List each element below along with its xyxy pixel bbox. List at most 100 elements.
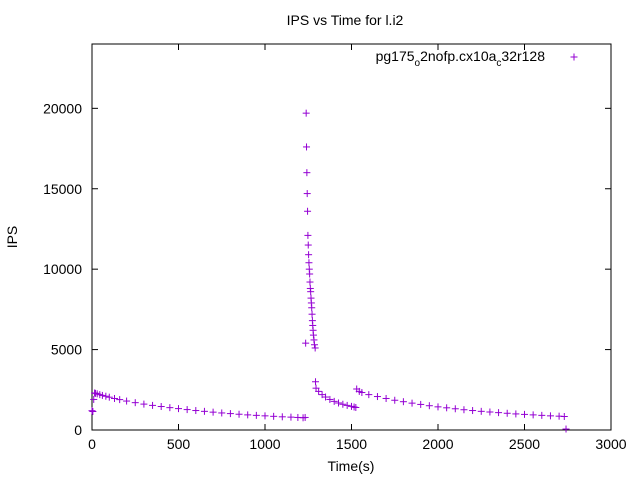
data-point [261,412,269,420]
legend-label-sub2: c [496,58,501,69]
data-point [304,231,312,239]
data-point [358,389,366,397]
data-point [309,331,317,339]
y-tick-label: 0 [74,422,82,438]
data-point [451,405,459,413]
data-point [408,399,416,407]
data-point [200,407,208,415]
data-point [305,259,313,267]
legend-label-tail: 32r128 [501,48,545,64]
data-point [175,405,182,413]
y-tick-label: 10000 [43,261,82,277]
data-point [322,393,330,401]
data-point [278,413,286,421]
data-point [89,408,97,416]
data-point [183,406,191,414]
data-point [310,336,318,344]
data-point [305,251,313,259]
data-point [308,310,316,318]
data-point [538,411,546,419]
data-point [343,401,351,409]
x-axis: 0 500 1000 1500 2000 2500 3000 [88,44,627,452]
data-point [304,241,312,249]
data-point [306,278,314,286]
data-point [512,410,520,418]
data-point [308,304,316,312]
data-point [303,169,311,177]
data-point [110,394,118,402]
data-point [417,400,425,408]
data-point [486,408,494,416]
data-point [123,397,131,405]
legend-label: pg175o2nofp.cx10ac32r128 [376,48,546,69]
data-point [140,400,148,408]
data-point [218,409,226,417]
data-point [373,393,381,401]
data-point [244,411,252,419]
y-axis: 0 5000 10000 15000 20000 [43,100,611,438]
data-point [131,399,139,407]
data-point [460,406,468,414]
data-point [562,425,570,433]
data-point [303,190,311,198]
x-tick-label: 0 [88,436,96,452]
data-point [326,395,334,403]
data-point [98,391,106,399]
data-point [306,270,314,278]
y-axis-title: IPS [4,226,20,249]
data-point [546,412,554,420]
x-tick-label: 500 [167,436,191,452]
data-point [521,410,528,418]
y-tick-label: 15000 [43,181,82,197]
data-point [352,403,360,411]
data-point [315,387,323,395]
data-point [443,404,451,412]
data-point [252,411,260,419]
data-point [302,339,310,347]
data-point [311,344,319,352]
data-point [495,409,503,417]
data-point [365,391,373,399]
legend-label-mid: 2nofp.cx10a [420,48,496,64]
data-point [287,413,295,421]
data-point [102,392,110,400]
legend: pg175o2nofp.cx10ac32r128 [376,48,578,69]
data-point [303,143,311,151]
data-point [88,407,96,415]
data-point [310,341,318,349]
data-point [157,403,165,411]
data-point [339,400,347,408]
data-point [270,412,278,420]
data-point [399,398,407,406]
legend-marker [570,53,578,61]
data-point [192,407,200,415]
data-point [425,402,433,410]
data-point [235,410,243,418]
data-point [382,394,390,402]
data-point [330,397,338,405]
data-point [469,407,477,415]
data-point [529,411,537,419]
data-point [391,396,399,404]
y-tick-label: 20000 [43,100,82,116]
data-point [149,401,157,409]
data-point [226,410,234,418]
chart-title: IPS vs Time for l.i2 [287,12,404,28]
legend-label-base: pg175 [376,48,415,64]
x-tick-label: 2500 [509,436,540,452]
legend-plus-marker [570,53,578,61]
data-point [312,378,320,386]
x-tick-label: 2000 [422,436,453,452]
data-point [90,395,98,403]
data-point [116,396,124,404]
x-tick-label: 1000 [249,436,280,452]
x-axis-title: Time(s) [328,458,375,474]
x-tick-label: 3000 [595,436,626,452]
data-point [304,207,312,215]
data-point [301,413,309,421]
data-point [166,404,174,412]
data-point [105,393,113,401]
data-point [209,408,217,416]
data-point [307,288,315,296]
